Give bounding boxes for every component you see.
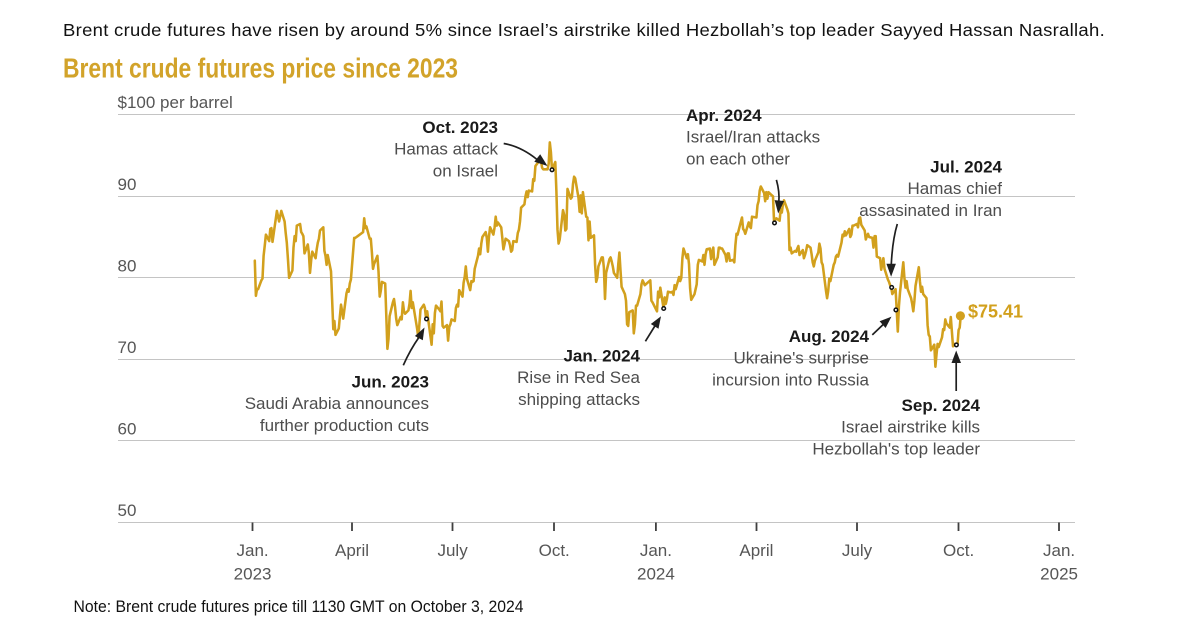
- svg-text:Aug. 2024: Aug. 2024: [789, 327, 870, 346]
- svg-text:2023: 2023: [234, 565, 272, 584]
- svg-text:Oct.: Oct.: [539, 541, 570, 560]
- svg-text:2024: 2024: [637, 565, 675, 584]
- svg-text:July: July: [842, 541, 873, 560]
- svg-text:Hezbollah's top leader: Hezbollah's top leader: [812, 439, 980, 458]
- svg-text:Note: Brent crude futures pric: Note: Brent crude futures price till 113…: [74, 597, 524, 616]
- svg-text:Jan. 2024: Jan. 2024: [563, 347, 640, 366]
- svg-text:Hamas chief: Hamas chief: [908, 179, 1003, 198]
- svg-text:Jan.: Jan.: [1043, 541, 1075, 560]
- svg-text:Saudi Arabia announces: Saudi Arabia announces: [245, 394, 429, 413]
- svg-text:Brent crude futures have risen: Brent crude futures have risen by around…: [63, 20, 1105, 40]
- svg-text:Jun. 2023: Jun. 2023: [352, 373, 430, 392]
- svg-text:April: April: [739, 541, 773, 560]
- svg-text:Jul. 2024: Jul. 2024: [930, 158, 1002, 177]
- svg-text:Ukraine's surprise: Ukraine's surprise: [733, 349, 869, 368]
- svg-text:Jan.: Jan.: [237, 541, 269, 560]
- svg-text:Oct.: Oct.: [943, 541, 974, 560]
- svg-text:July: July: [437, 541, 468, 560]
- svg-text:Hamas attack: Hamas attack: [394, 140, 498, 159]
- svg-text:80: 80: [118, 257, 137, 276]
- svg-text:Jan.: Jan.: [640, 541, 672, 560]
- svg-text:$100 per barrel: $100 per barrel: [118, 93, 233, 112]
- svg-text:Israel/Iran attacks: Israel/Iran attacks: [686, 128, 820, 147]
- svg-text:Apr. 2024: Apr. 2024: [686, 106, 762, 125]
- svg-text:70: 70: [118, 338, 137, 357]
- svg-text:further production cuts: further production cuts: [260, 416, 429, 435]
- svg-text:$75.41: $75.41: [968, 302, 1023, 322]
- svg-text:April: April: [335, 541, 369, 560]
- svg-text:incursion into Russia: incursion into Russia: [712, 370, 869, 389]
- svg-text:shipping attacks: shipping attacks: [518, 390, 640, 409]
- svg-text:on each other: on each other: [686, 149, 790, 168]
- svg-text:Oct. 2023: Oct. 2023: [422, 118, 498, 137]
- svg-text:2025: 2025: [1040, 565, 1078, 584]
- svg-text:90: 90: [118, 175, 137, 194]
- svg-text:Brent crude futures price sinc: Brent crude futures price since 2023: [63, 53, 458, 84]
- svg-text:50: 50: [118, 501, 137, 520]
- svg-text:assasinated in Iran: assasinated in Iran: [859, 201, 1002, 220]
- svg-text:Israel airstrike kills: Israel airstrike kills: [841, 418, 980, 437]
- svg-text:on Israel: on Israel: [433, 161, 498, 180]
- svg-text:60: 60: [118, 420, 137, 439]
- svg-text:Sep. 2024: Sep. 2024: [902, 396, 981, 415]
- svg-text:Rise in Red Sea: Rise in Red Sea: [517, 368, 640, 387]
